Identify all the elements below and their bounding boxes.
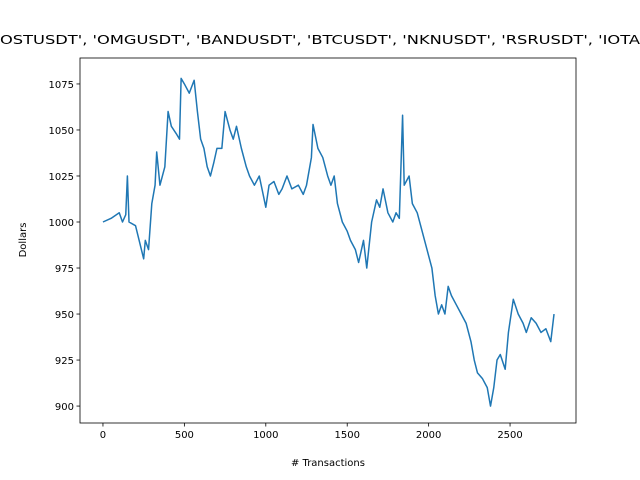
x-tick-label: 2500 [497, 430, 522, 441]
data-line [102, 77, 555, 407]
x-axis-label: # Transactions [291, 458, 365, 469]
x-tick-label: 1000 [253, 430, 278, 441]
y-tick-label: 950 [55, 310, 74, 321]
y-tick-label: 1050 [49, 126, 74, 137]
chart-title: OSTUSDT', 'OMGUSDT', 'BANDUSDT', 'BTCUSD… [0, 33, 640, 47]
y-tick-label: 1025 [49, 172, 74, 183]
y-tick-label: 1075 [49, 80, 74, 91]
y-tick-label: 975 [55, 264, 74, 275]
y-axis-label: Dollars [18, 223, 29, 258]
x-tick-label: 1500 [334, 430, 359, 441]
x-tick-label: 500 [175, 430, 194, 441]
y-tick-label: 900 [55, 402, 74, 413]
plot-frame [79, 57, 577, 424]
x-tick-label: 0 [100, 430, 106, 441]
y-tick-label: 925 [55, 356, 74, 367]
y-tick-label: 1000 [49, 218, 74, 229]
x-tick-label: 2000 [416, 430, 441, 441]
